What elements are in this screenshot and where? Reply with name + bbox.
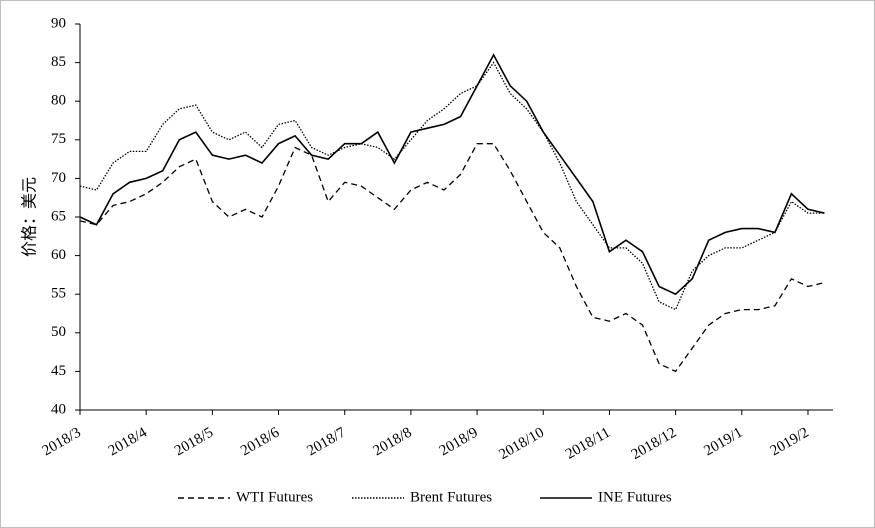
y-axis-label: 价格：美元 bbox=[20, 177, 39, 257]
legend-label: WTI Futures bbox=[236, 489, 313, 505]
series-line bbox=[79, 53, 825, 296]
legend-label: INE Futures bbox=[598, 489, 672, 505]
y-tick-label: 45 bbox=[51, 363, 66, 379]
y-tick-label: 65 bbox=[51, 208, 66, 224]
y-tick-label: 50 bbox=[51, 324, 66, 340]
series-line bbox=[79, 143, 825, 373]
y-tick-label: 40 bbox=[51, 401, 66, 417]
y-tick-label: 90 bbox=[51, 15, 66, 31]
y-tick-label: 75 bbox=[51, 131, 66, 147]
series-line bbox=[79, 61, 825, 311]
y-tick-label: 70 bbox=[51, 170, 66, 186]
y-tick-label: 55 bbox=[51, 286, 66, 302]
y-tick-label: 85 bbox=[51, 54, 66, 70]
y-tick-label: 60 bbox=[51, 247, 66, 263]
y-tick-label: 80 bbox=[51, 93, 66, 109]
legend-label: Brent Futures bbox=[410, 489, 492, 505]
